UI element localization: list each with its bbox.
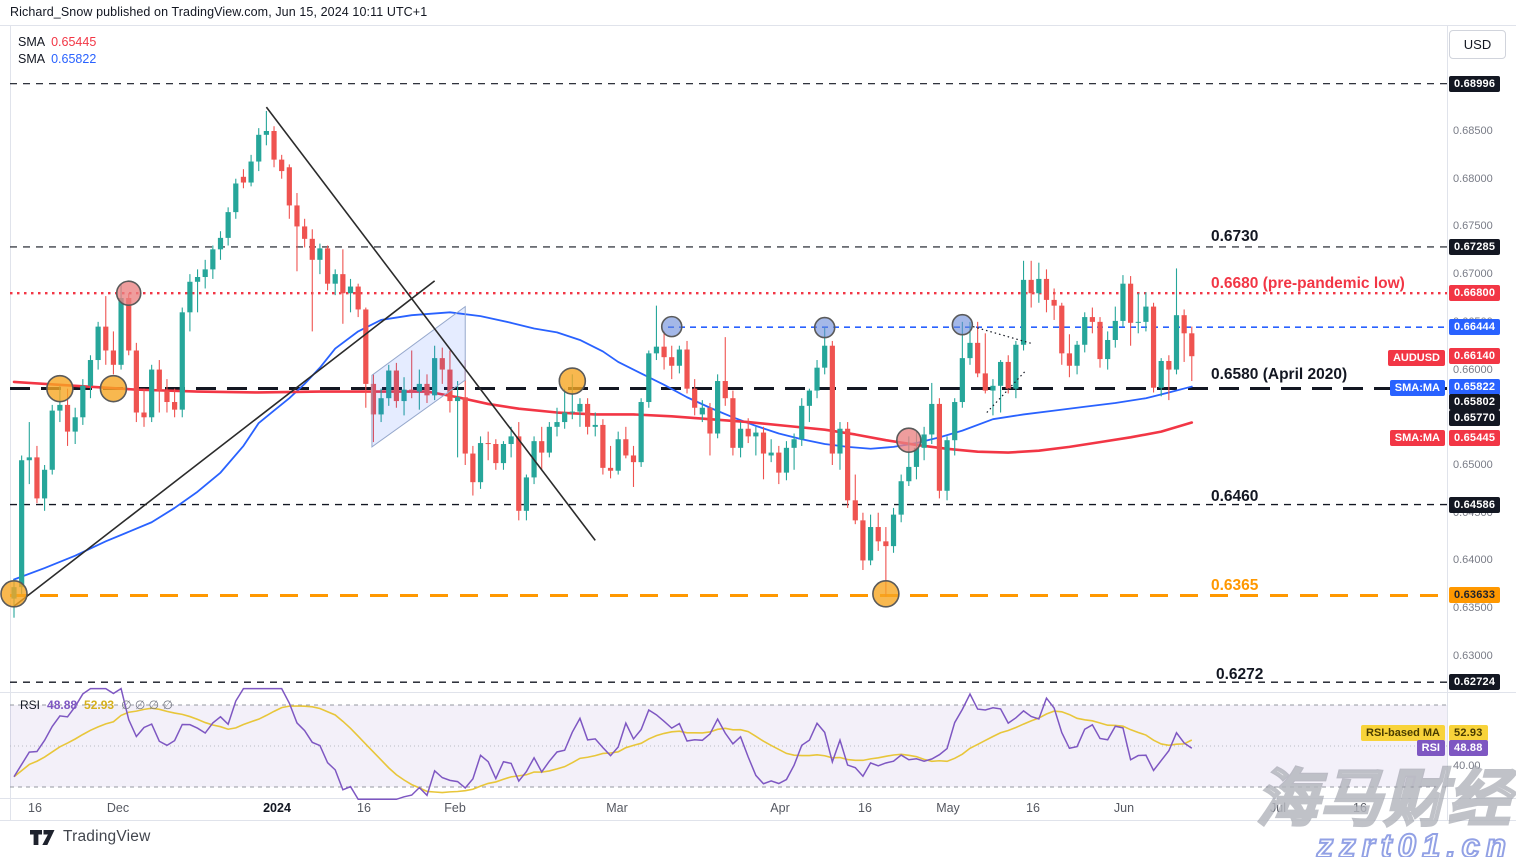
- sma-legend-value: 0.65445: [51, 35, 97, 49]
- time-axis-label[interactable]: Mar: [606, 801, 628, 815]
- series-name-badge: AUDUSD: [1387, 350, 1445, 366]
- price-axis-label-badge: 0.65802: [1449, 394, 1501, 410]
- time-axis-label[interactable]: May: [936, 801, 960, 815]
- rsi-axis-tick: 40.00: [1453, 760, 1481, 772]
- level-annotation-text: 0.6272: [1216, 666, 1263, 683]
- level-annotation-text: 0.6365: [1211, 577, 1259, 594]
- rsi-band: [10, 705, 1447, 787]
- time-axis-label[interactable]: 16: [357, 801, 371, 815]
- tradingview-brand-text: TradingView: [63, 828, 151, 845]
- series-name-badge: SMA:MA: [1389, 430, 1445, 446]
- price-axis-tick: 0.65000: [1453, 459, 1493, 471]
- time-axis-label[interactable]: Feb: [444, 801, 466, 815]
- level-touch-marker-blue: [951, 313, 974, 336]
- sma-blue-line: [13, 311, 1193, 581]
- level-touch-marker-orange: [0, 580, 28, 608]
- rsi-ma-legend-value: 52.93: [84, 698, 115, 712]
- price-axis-tick: 0.67500: [1453, 220, 1493, 233]
- time-axis-divider: [0, 798, 1516, 799]
- sma-legend-row-slow[interactable]: SMA 0.65822: [18, 52, 96, 66]
- price-axis-tick: 0.68500: [1453, 125, 1493, 137]
- trendline: [13, 280, 436, 607]
- pennant-dotted-line: [972, 326, 1033, 345]
- chart-bottom-border: [0, 820, 1516, 821]
- time-axis-label[interactable]: 16: [1353, 801, 1367, 815]
- chart-left-border: [10, 25, 11, 820]
- price-axis-tick: 0.67000: [1453, 268, 1493, 281]
- pane-separator: [0, 692, 1516, 693]
- price-axis-label-badge: 0.68996: [1449, 75, 1501, 92]
- rsi-axis-label-badge: 52.93: [1449, 725, 1488, 741]
- sma-legend-row-fast[interactable]: SMA 0.65445: [18, 35, 96, 49]
- rsi-legend-value: 48.88: [47, 698, 78, 712]
- level-touch-marker-orange: [99, 374, 128, 403]
- publish-title: Richard_Snow published on TradingView.co…: [10, 5, 428, 19]
- price-axis-label-badge: 0.66800: [1449, 285, 1501, 302]
- price-axis-label-badge: 0.63633: [1449, 587, 1501, 604]
- price-axis-tick: 0.63500: [1453, 602, 1493, 615]
- rsi-legend-empty-slots: ∅ ∅ ∅ ∅: [121, 698, 173, 712]
- level-annotation-text: 0.6730: [1211, 228, 1258, 245]
- rsi-line: [13, 687, 1193, 801]
- price-axis-label-badge: 0.62724: [1449, 674, 1501, 691]
- price-axis-tick: 0.68000: [1453, 172, 1493, 185]
- pennant-dotted-line: [986, 370, 1027, 413]
- candlestick-series: [11, 110, 1195, 618]
- trendline: [265, 106, 596, 541]
- tradingview-footer[interactable]: TradingView: [30, 828, 151, 846]
- sma-legend-label: SMA: [18, 52, 46, 66]
- level-touch-marker-orange: [558, 367, 587, 395]
- tradingview-logo-icon: [30, 829, 55, 845]
- series-name-badge: RSI-based MA: [1361, 725, 1445, 741]
- level-touch-marker-orange: [46, 374, 74, 403]
- time-axis-label[interactable]: Dec: [106, 801, 130, 815]
- level-annotation-text: 0.6680 (pre-pandemic low): [1211, 275, 1405, 292]
- price-axis-tick: 0.66000: [1453, 363, 1493, 376]
- level-touch-marker-pink: [115, 280, 142, 307]
- time-axis-label[interactable]: Jun: [1113, 801, 1135, 815]
- series-name-badge: RSI: [1416, 740, 1445, 756]
- price-axis-label-badge: 0.65770: [1449, 410, 1501, 426]
- flag-channel: [371, 305, 466, 448]
- sma-legend-value: 0.65822: [51, 52, 97, 66]
- rsi-legend-title: RSI: [20, 698, 41, 712]
- price-axis-label-badge: 0.65445: [1449, 430, 1501, 446]
- series-name-badge: SMA:MA: [1389, 380, 1445, 396]
- level-touch-marker-pink: [896, 427, 922, 453]
- rsi-indicator-legend[interactable]: RSI 48.88 52.93 ∅ ∅ ∅ ∅: [20, 698, 180, 712]
- price-axis-label-badge: 0.65822: [1449, 378, 1501, 395]
- price-axis-label-badge: 0.67285: [1449, 238, 1501, 255]
- currency-button[interactable]: USD: [1449, 30, 1506, 59]
- time-axis-label[interactable]: Jul: [1270, 801, 1286, 815]
- price-axis-label-badge: 0.64586: [1449, 496, 1501, 513]
- price-axis-tick: 0.64000: [1453, 554, 1493, 567]
- time-axis-label[interactable]: 16: [1026, 801, 1040, 815]
- time-axis-label[interactable]: Apr: [770, 801, 790, 815]
- price-axis-label-badge: 0.66444: [1449, 319, 1501, 336]
- level-touch-marker-blue: [660, 315, 683, 338]
- level-touch-marker-orange: [872, 580, 900, 608]
- rsi-axis-label-badge: 48.88: [1449, 740, 1488, 756]
- time-axis-label[interactable]: 16: [858, 801, 872, 815]
- price-axis-label-badge: 0.66140: [1449, 348, 1501, 365]
- level-touch-marker-blue: [813, 316, 836, 339]
- level-annotation-text: 0.6460: [1211, 488, 1258, 505]
- level-annotation-text: 0.6580 (April 2020): [1211, 366, 1347, 383]
- sma-legend-label: SMA: [18, 35, 46, 49]
- time-axis-label[interactable]: 16: [28, 801, 42, 815]
- price-axis-tick: 0.63000: [1453, 649, 1493, 662]
- time-axis-label[interactable]: 2024: [263, 801, 291, 815]
- header-divider: [0, 25, 1516, 26]
- rsi-ma-line: [13, 705, 1193, 794]
- price-axis-divider: [1447, 25, 1448, 820]
